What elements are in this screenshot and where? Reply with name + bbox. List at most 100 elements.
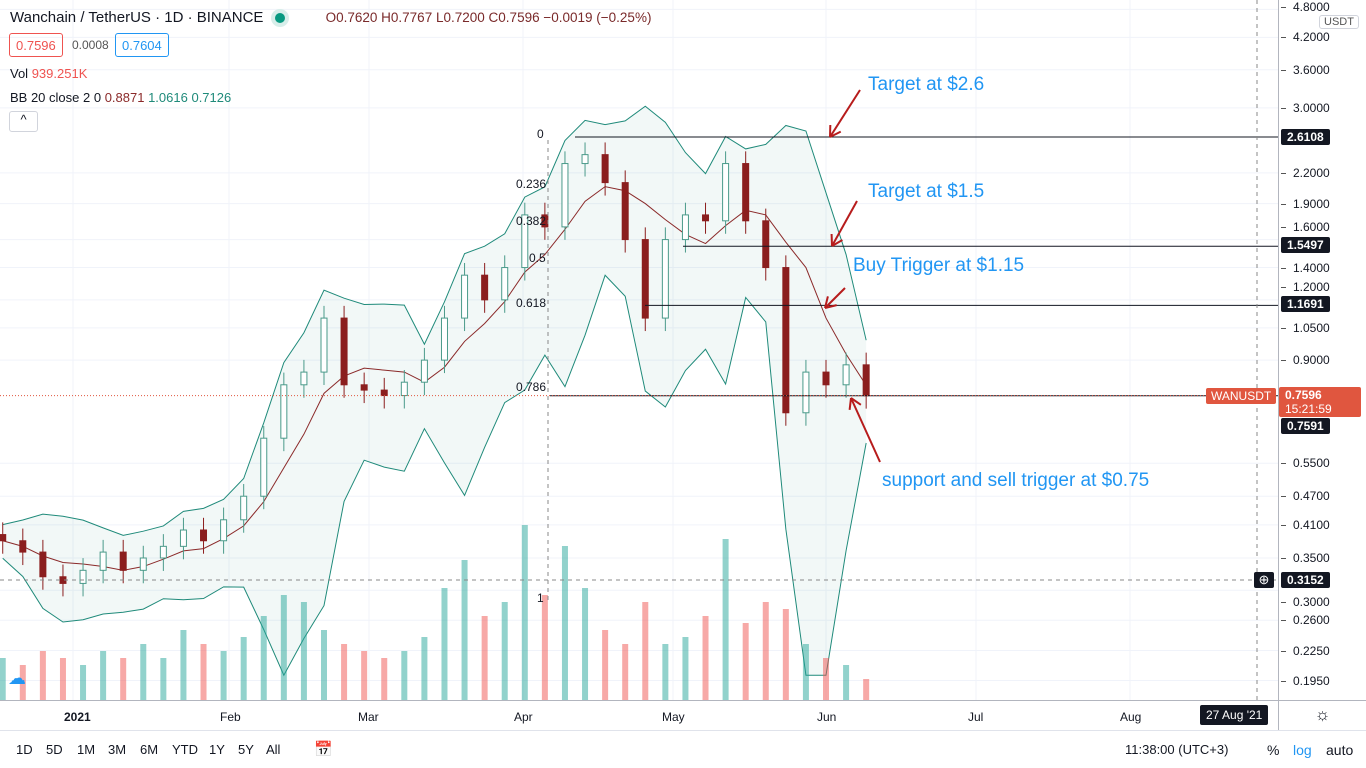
candle-body bbox=[240, 495, 248, 521]
percent-scale-toggle[interactable]: % bbox=[1267, 742, 1280, 758]
price-tick: 3.6000 bbox=[1281, 62, 1330, 77]
bb-label: BB 20 close 2 0 bbox=[10, 90, 102, 105]
range-1y[interactable]: 1Y bbox=[209, 742, 225, 757]
auto-scale-toggle[interactable]: auto bbox=[1326, 742, 1354, 758]
range-5y[interactable]: 5Y bbox=[238, 742, 254, 757]
volume-value: 939.251K bbox=[31, 66, 88, 81]
range-5d[interactable]: 5D bbox=[46, 742, 63, 757]
price-tick: 0.4700 bbox=[1281, 489, 1330, 504]
symbol-title[interactable]: Wanchain / TetherUS · 1D · BINANCE bbox=[10, 9, 264, 26]
price-tag-1-1691: 1.1691 bbox=[1281, 296, 1330, 312]
candle-body bbox=[722, 163, 730, 222]
candle-body bbox=[581, 154, 589, 165]
low-value: L0.7200 bbox=[435, 10, 485, 25]
volume-bar bbox=[863, 679, 870, 700]
fib-label-0786: 0.786 bbox=[516, 380, 547, 394]
volume-bar bbox=[662, 644, 669, 700]
price-tick: 1.0500 bbox=[1281, 320, 1330, 335]
price-tick: 0.3000 bbox=[1281, 595, 1330, 610]
fib-label-0236: 0.236 bbox=[516, 177, 547, 191]
annotation-arrow bbox=[831, 200, 858, 247]
candle-body bbox=[822, 371, 830, 386]
volume-bar bbox=[642, 602, 649, 700]
volume-bar bbox=[260, 616, 267, 700]
currency-label[interactable]: USDT bbox=[1319, 15, 1359, 29]
volume-bar bbox=[280, 595, 287, 700]
price-tick: 0.2600 bbox=[1281, 613, 1330, 628]
volume-bar bbox=[341, 644, 348, 700]
candle-body bbox=[0, 534, 7, 542]
annotation-support: support and sell trigger at $0.75 bbox=[882, 470, 1150, 491]
volume-bar bbox=[361, 651, 368, 700]
log-scale-toggle[interactable]: log bbox=[1293, 742, 1312, 758]
bottom-toolbar: 1D 5D 1M 3M 6M YTD 1Y 5Y All 📅 11:38:00 … bbox=[0, 730, 1366, 768]
price-tick: 0.2250 bbox=[1281, 643, 1330, 658]
fib-label-1: 1 bbox=[537, 591, 544, 605]
fib-label-0618: 0.618 bbox=[516, 296, 547, 310]
arrow-head bbox=[829, 130, 842, 138]
candle-body bbox=[782, 267, 790, 414]
volume-bar bbox=[802, 644, 809, 700]
volume-legend[interactable]: Vol 939.251K bbox=[10, 66, 87, 81]
volume-bar bbox=[80, 665, 87, 700]
bb-upper-band bbox=[2, 105, 867, 536]
range-all[interactable]: All bbox=[266, 742, 281, 757]
volume-bar bbox=[300, 602, 307, 700]
volume-bar bbox=[421, 637, 428, 700]
price-tag-1-5497: 1.5497 bbox=[1281, 237, 1330, 253]
price-tick: 0.4100 bbox=[1281, 517, 1330, 532]
settings-gear-icon[interactable]: ☼ bbox=[1278, 700, 1366, 730]
annotation-arrow bbox=[824, 287, 846, 309]
time-label-jul: Jul bbox=[968, 710, 984, 724]
volume-bar bbox=[180, 630, 187, 700]
price-chart[interactable]: ☁ bbox=[0, 0, 1278, 700]
range-6m[interactable]: 6M bbox=[140, 742, 159, 757]
range-3m[interactable]: 3M bbox=[108, 742, 127, 757]
bb-legend[interactable]: BB 20 close 2 0 0.8871 1.0616 0.7126 bbox=[10, 90, 231, 105]
volume-bar bbox=[782, 609, 789, 700]
candle-body bbox=[702, 214, 710, 222]
last-price-tag: 0.7596 15:21:59 bbox=[1279, 387, 1361, 417]
time-label-aug: Aug bbox=[1120, 710, 1142, 724]
time-axis[interactable]: 2021 Feb Mar Apr May Jun Jul Aug 27 Aug … bbox=[0, 700, 1278, 730]
goto-date-calendar-icon[interactable]: 📅 bbox=[314, 741, 333, 758]
candle-body bbox=[481, 274, 489, 301]
candle-body bbox=[601, 154, 609, 184]
price-axis[interactable]: USDT 4.8000 4.2000 3.6000 3.0000 2.2000 1.900… bbox=[1278, 0, 1366, 700]
volume-bar bbox=[481, 616, 488, 700]
arrow-head bbox=[824, 304, 837, 309]
change-value: −0.0019 (−0.25%) bbox=[543, 10, 652, 25]
candle-body bbox=[119, 551, 127, 571]
candle-body bbox=[521, 214, 529, 269]
price-tick: 1.6000 bbox=[1281, 219, 1330, 234]
price-tick: 3.0000 bbox=[1281, 100, 1330, 115]
volume-bar bbox=[582, 588, 589, 700]
price-tick: 1.9000 bbox=[1281, 196, 1330, 211]
cursor-date-tag: 27 Aug '21 bbox=[1200, 705, 1269, 725]
bb-basis-value: 0.8871 bbox=[104, 90, 145, 105]
buy-price-button[interactable]: 0.7604 bbox=[115, 33, 169, 57]
candle-body bbox=[641, 239, 649, 319]
candle-body bbox=[380, 389, 388, 397]
collapse-legend-button[interactable]: ^ bbox=[9, 111, 38, 132]
sell-price-button[interactable]: 0.7596 bbox=[9, 33, 63, 57]
price-tick: 0.5500 bbox=[1281, 456, 1330, 471]
range-ytd[interactable]: YTD bbox=[172, 742, 198, 757]
volume-bar bbox=[602, 630, 609, 700]
volume-bar bbox=[381, 658, 388, 700]
volume-bar bbox=[100, 651, 107, 700]
ohlc-values: O0.7620 H0.7767 L0.7200 C0.7596 −0.0019 … bbox=[326, 10, 652, 25]
add-alert-plus-icon[interactable]: ⊕ bbox=[1254, 572, 1274, 588]
price-tick: 1.2000 bbox=[1281, 279, 1330, 294]
arrow-head bbox=[831, 239, 843, 247]
candle-body bbox=[862, 364, 870, 397]
time-label-2021: 2021 bbox=[64, 710, 91, 724]
candle-body bbox=[19, 540, 27, 553]
volume-bar bbox=[762, 602, 769, 700]
clock-time[interactable]: 11:38:00 (UTC+3) bbox=[1125, 742, 1229, 757]
last-price-value: 0.7596 bbox=[1285, 388, 1322, 402]
candle-body bbox=[742, 163, 750, 222]
range-1d[interactable]: 1D bbox=[16, 742, 33, 757]
time-label-apr: Apr bbox=[514, 710, 533, 724]
range-1m[interactable]: 1M bbox=[77, 742, 96, 757]
